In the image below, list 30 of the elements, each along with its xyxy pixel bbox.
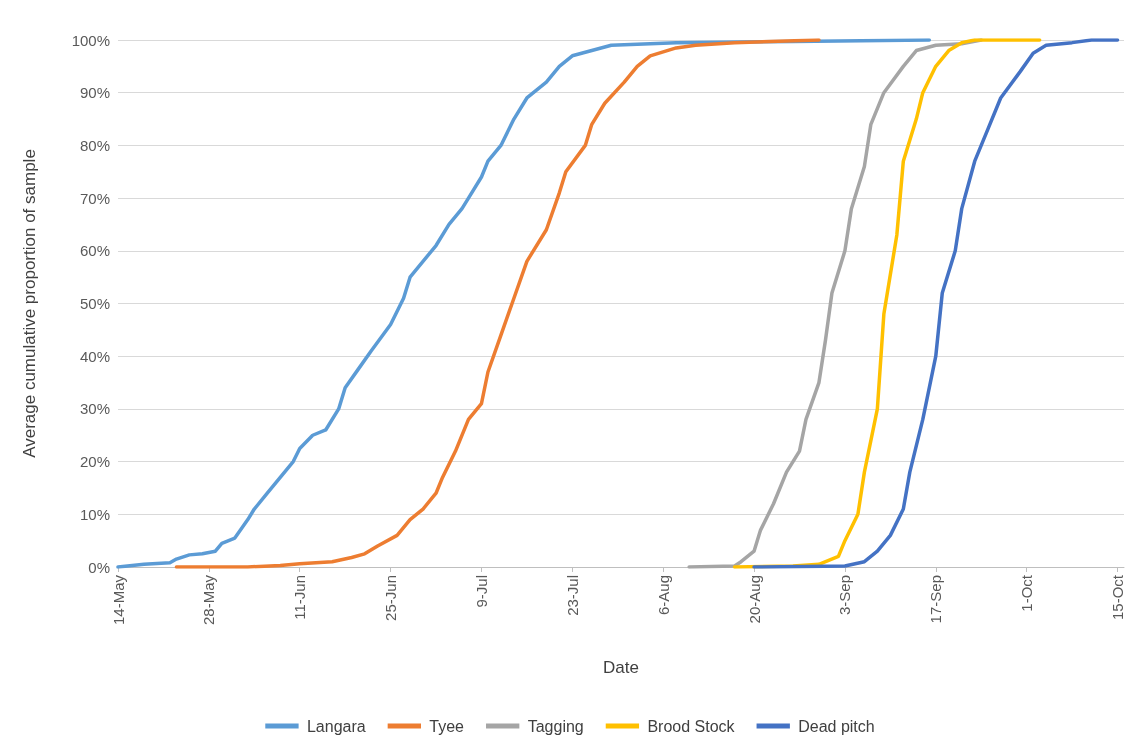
y-tick-label: 60% <box>79 242 110 260</box>
x-tick-label: 11-Jun <box>291 575 309 620</box>
x-tick-label: 23-Jul <box>563 575 581 616</box>
legend-label: Dead pitch <box>798 717 875 735</box>
y-axis-title: Average cumulative proportion of sample <box>20 149 39 458</box>
x-tick-label: 1-Oct <box>1018 574 1036 612</box>
y-tick-label: 10% <box>79 505 110 523</box>
x-tick-label: 6-Aug <box>654 575 672 616</box>
x-tick-label: 28-May <box>200 574 218 626</box>
y-tick-label: 100% <box>71 31 110 49</box>
y-tick-label: 30% <box>79 400 110 418</box>
legend-label: Tyee <box>429 717 465 735</box>
x-tick-label: 15-Oct <box>1109 574 1127 621</box>
x-axis-title: Date <box>603 658 639 677</box>
x-tick-label: 17-Sep <box>927 575 945 624</box>
x-tick-label: 14-May <box>109 574 127 626</box>
legend-label: Brood Stock <box>647 717 736 735</box>
legend-label: Langara <box>306 717 366 735</box>
y-tick-label: 90% <box>79 84 110 102</box>
y-tick-label: 50% <box>79 295 110 312</box>
legend-label: Tagging <box>527 717 584 735</box>
y-tick-label: 70% <box>79 189 110 207</box>
y-tick-label: 20% <box>79 453 110 471</box>
x-tick-label: 3-Sep <box>836 575 854 616</box>
x-tick-label: 25-Jun <box>382 575 400 621</box>
y-tick-label: 0% <box>88 558 110 576</box>
x-tick-label: 9-Jul <box>472 575 490 608</box>
y-tick-label: 80% <box>79 136 110 154</box>
y-tick-label: 40% <box>79 347 110 365</box>
x-tick-label: 20-Aug <box>745 575 763 624</box>
